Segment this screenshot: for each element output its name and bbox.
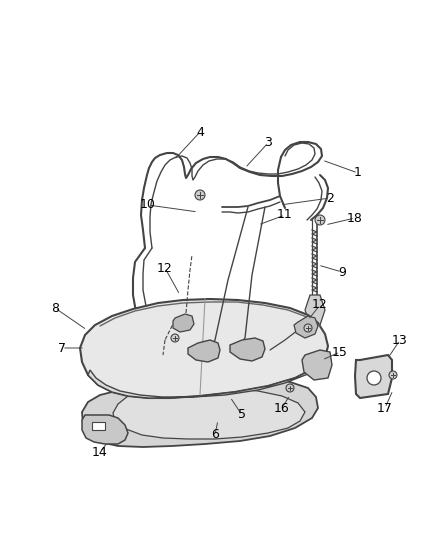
Polygon shape (92, 422, 105, 430)
Circle shape (286, 384, 294, 392)
Text: 6: 6 (211, 429, 219, 441)
Polygon shape (82, 372, 318, 447)
Circle shape (367, 371, 381, 385)
Polygon shape (294, 316, 318, 338)
Text: 7: 7 (58, 342, 66, 354)
Polygon shape (80, 299, 328, 398)
Text: 14: 14 (92, 446, 108, 458)
Polygon shape (188, 340, 220, 362)
Text: 8: 8 (51, 302, 59, 314)
Text: 15: 15 (332, 345, 348, 359)
Text: 10: 10 (140, 198, 156, 212)
Circle shape (304, 324, 312, 332)
Polygon shape (230, 338, 265, 361)
Text: 13: 13 (392, 334, 408, 346)
Text: 2: 2 (326, 191, 334, 205)
Polygon shape (302, 350, 332, 380)
Text: 16: 16 (274, 401, 290, 415)
Text: 1: 1 (354, 166, 362, 180)
Text: 11: 11 (277, 208, 293, 222)
Text: 12: 12 (312, 298, 328, 311)
Text: 5: 5 (238, 408, 246, 422)
Polygon shape (355, 355, 392, 398)
Text: 12: 12 (157, 262, 173, 274)
Polygon shape (173, 314, 194, 332)
Polygon shape (305, 295, 325, 325)
Circle shape (315, 215, 325, 225)
Circle shape (195, 190, 205, 200)
Polygon shape (113, 387, 305, 439)
Polygon shape (88, 358, 325, 398)
Text: 18: 18 (347, 212, 363, 224)
Circle shape (389, 371, 397, 379)
Text: 4: 4 (196, 125, 204, 139)
Text: 9: 9 (338, 265, 346, 279)
Circle shape (171, 334, 179, 342)
Text: 17: 17 (377, 401, 393, 415)
Polygon shape (82, 415, 128, 444)
Text: 3: 3 (264, 136, 272, 149)
